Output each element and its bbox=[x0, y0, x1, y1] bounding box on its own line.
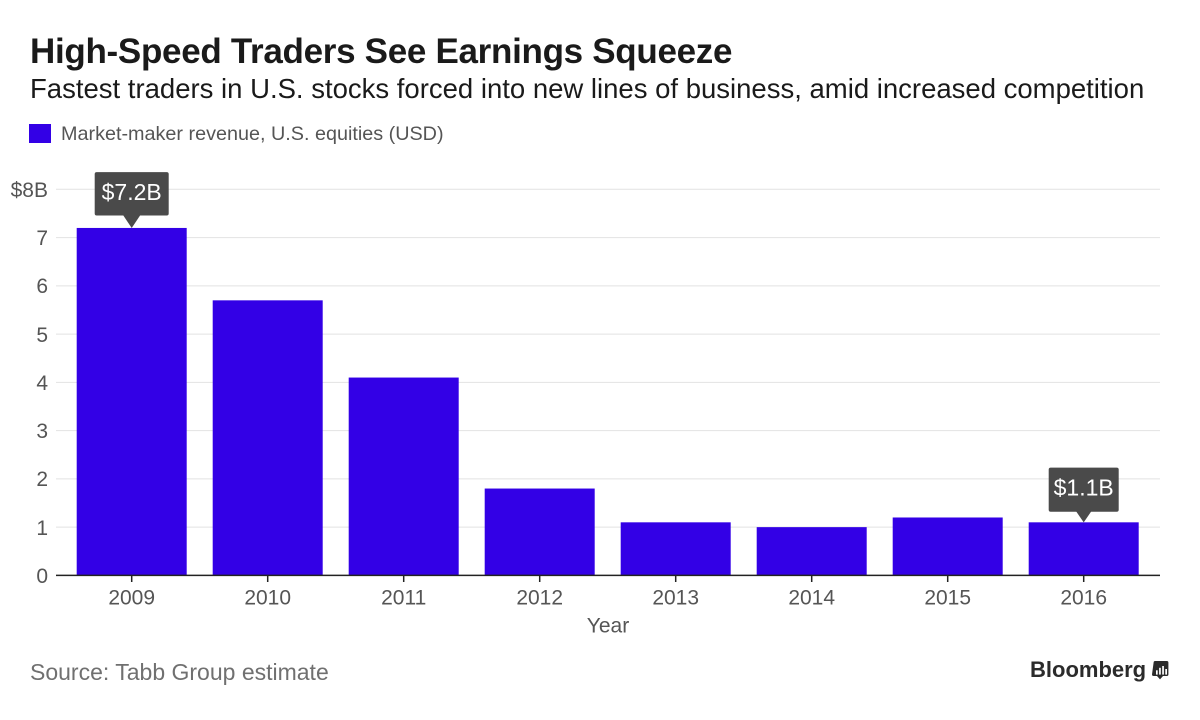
svg-text:$8B: $8B bbox=[11, 179, 48, 202]
svg-text:5: 5 bbox=[36, 324, 48, 347]
svg-text:2009: 2009 bbox=[108, 586, 155, 609]
svg-text:7: 7 bbox=[36, 227, 48, 250]
svg-text:Year: Year bbox=[587, 614, 629, 637]
svg-text:1: 1 bbox=[36, 517, 48, 540]
svg-text:$1.1B: $1.1B bbox=[1054, 474, 1114, 500]
svg-text:2010: 2010 bbox=[244, 586, 291, 609]
svg-text:2015: 2015 bbox=[924, 586, 971, 609]
svg-text:2013: 2013 bbox=[652, 586, 699, 609]
svg-text:6: 6 bbox=[36, 275, 48, 298]
svg-text:3: 3 bbox=[36, 420, 48, 443]
svg-text:2016: 2016 bbox=[1060, 586, 1107, 609]
svg-text:2: 2 bbox=[36, 468, 48, 491]
svg-text:$7.2B: $7.2B bbox=[102, 179, 162, 205]
svg-text:0: 0 bbox=[36, 565, 48, 588]
svg-text:2012: 2012 bbox=[516, 586, 563, 609]
svg-text:2011: 2011 bbox=[381, 586, 426, 609]
svg-text:2014: 2014 bbox=[788, 586, 835, 609]
svg-text:4: 4 bbox=[36, 372, 48, 395]
